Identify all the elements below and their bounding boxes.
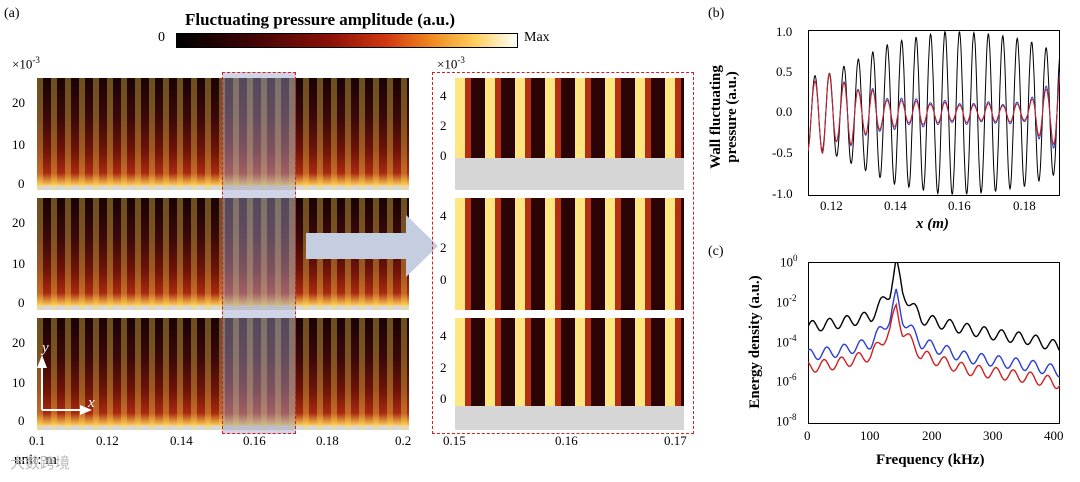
left-xtick-4: 0.18 bbox=[316, 433, 339, 448]
watermark: 大数跨境 bbox=[10, 454, 71, 472]
left-xtick-5: 0.2 bbox=[395, 433, 412, 448]
b-series-2 bbox=[808, 73, 1060, 155]
panel-b-label: (b) bbox=[708, 6, 725, 21]
b-ytick-4: -1.0 bbox=[772, 186, 793, 201]
left-xtick-0: 0.1 bbox=[29, 433, 46, 448]
right-xtick-1: 0.16 bbox=[555, 433, 578, 448]
right-ytick-2-c: 2 bbox=[440, 360, 447, 375]
left-xtick-2: 0.14 bbox=[170, 433, 193, 448]
x-axis-label: x bbox=[88, 395, 95, 411]
b-ytick-0: 1.0 bbox=[776, 24, 793, 39]
left-ytick-20-a: 20 bbox=[12, 95, 25, 110]
left-xtick-3: 0.16 bbox=[243, 433, 266, 448]
left-ytick-0-c: 0 bbox=[18, 413, 25, 428]
c-ytick-2: 10-4 bbox=[776, 333, 797, 350]
c-ytick-0: 100 bbox=[780, 253, 798, 270]
panel-b-ylabel: Wall fluctuating pressure (a.u.) bbox=[708, 65, 740, 169]
panel-a-label: (a) bbox=[4, 6, 20, 21]
left-ytick-10-b: 10 bbox=[12, 256, 25, 271]
right-ytick-4-b: 4 bbox=[440, 208, 447, 223]
right-ytick-2-a: 2 bbox=[440, 118, 447, 133]
c-series-1 bbox=[808, 288, 1060, 378]
b-xtick-3: 0.18 bbox=[1013, 198, 1036, 213]
contour-plot-bottom bbox=[37, 318, 409, 430]
right-ytick-0-a: 0 bbox=[440, 148, 447, 163]
right-ytick-4-c: 4 bbox=[440, 328, 447, 343]
panel-c-xlabel: Frequency (kHz) bbox=[876, 452, 985, 468]
c-xtick-2: 200 bbox=[922, 428, 942, 443]
right-ytick-4-a: 4 bbox=[440, 88, 447, 103]
left-exponent: ×10-3 bbox=[12, 55, 40, 72]
left-ytick-10-c: 10 bbox=[12, 375, 25, 390]
zoomed-panel-box bbox=[432, 72, 694, 434]
contour-plot-top bbox=[37, 78, 409, 190]
colorbar-title: Fluctuating pressure amplitude (a.u.) bbox=[185, 10, 455, 29]
zoom-contour-middle bbox=[455, 198, 684, 310]
left-ytick-20-b: 20 bbox=[12, 215, 25, 230]
c-series-0 bbox=[808, 262, 1060, 352]
panel-b-xlabel: x (m) bbox=[916, 216, 949, 232]
zoom-wall-bottom bbox=[455, 406, 684, 430]
c-ytick-1: 10-2 bbox=[776, 293, 797, 310]
colorbar bbox=[176, 33, 518, 48]
plot-b bbox=[808, 30, 1060, 196]
right-ytick-0-b: 0 bbox=[440, 272, 447, 287]
c-xtick-0: 0 bbox=[804, 428, 811, 443]
right-xtick-0: 0.15 bbox=[443, 433, 466, 448]
c-xtick-4: 400 bbox=[1044, 428, 1064, 443]
zoom-arrow bbox=[306, 215, 438, 277]
zoom-wall-top bbox=[455, 158, 684, 190]
c-ytick-4: 10-8 bbox=[776, 412, 797, 429]
zoom-region-box bbox=[222, 72, 296, 434]
right-exponent: ×10-3 bbox=[437, 55, 465, 72]
panel-c-label: (c) bbox=[708, 244, 724, 259]
plot-c bbox=[808, 262, 1060, 424]
c-ytick-3: 10-6 bbox=[776, 372, 797, 389]
zoom-contour-top bbox=[455, 78, 684, 158]
right-ytick-2-b: 2 bbox=[440, 240, 447, 255]
colorbar-max: Max bbox=[524, 30, 550, 45]
left-ytick-0-a: 0 bbox=[18, 176, 25, 191]
panel-c-ylabel: Energy density (a.u.) bbox=[747, 275, 763, 409]
colorbar-min: 0 bbox=[158, 30, 165, 45]
zoom-band bbox=[222, 72, 296, 434]
axis-arrows bbox=[37, 355, 92, 415]
b-xtick-1: 0.14 bbox=[884, 198, 907, 213]
b-ytick-3: -0.5 bbox=[772, 145, 793, 160]
left-ytick-20-c: 20 bbox=[12, 335, 25, 350]
y-axis-label: y bbox=[42, 340, 49, 356]
left-xtick-1: 0.12 bbox=[96, 433, 119, 448]
left-ytick-10-a: 10 bbox=[12, 137, 25, 152]
c-xtick-1: 100 bbox=[860, 428, 880, 443]
unit-label: unit: m bbox=[14, 452, 57, 468]
c-xtick-3: 300 bbox=[983, 428, 1003, 443]
zoom-contour-bottom bbox=[455, 318, 684, 406]
b-ytick-1: 0.5 bbox=[776, 64, 793, 79]
right-xtick-2: 0.17 bbox=[664, 433, 687, 448]
b-series-0 bbox=[808, 30, 1060, 196]
left-ytick-0-b: 0 bbox=[18, 295, 25, 310]
b-xtick-0: 0.12 bbox=[820, 198, 843, 213]
right-ytick-0-c: 0 bbox=[440, 391, 447, 406]
b-ytick-2: 0.0 bbox=[776, 104, 793, 119]
b-xtick-2: 0.16 bbox=[948, 198, 971, 213]
c-series-2 bbox=[808, 302, 1060, 390]
